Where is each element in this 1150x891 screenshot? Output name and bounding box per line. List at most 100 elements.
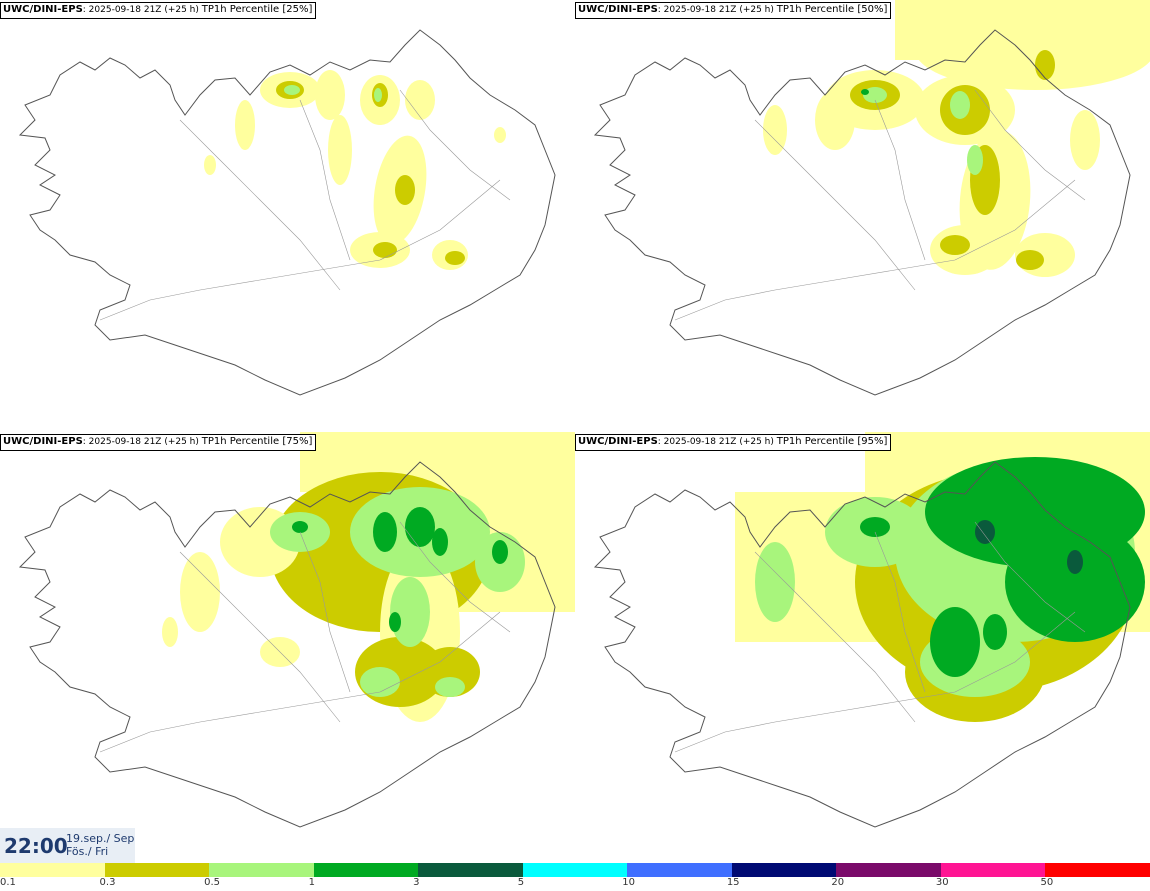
precip-blob: [763, 105, 787, 155]
precip-blob: [930, 607, 980, 677]
road-line: [874, 99, 926, 261]
precip-blob: [284, 85, 300, 95]
colorbar-tick-label: 3: [413, 877, 420, 888]
model-name: UWC/DINI-EPS: [578, 4, 658, 15]
run-info: 2025-09-18 21Z (+25 h): [88, 437, 199, 447]
colorbar-segment: [104, 863, 210, 877]
precip-blob: [390, 577, 430, 647]
precip-blob: [420, 647, 480, 697]
precip-blob: [445, 251, 465, 265]
valid-time: 22:00: [4, 834, 68, 858]
colorbar-segment: [940, 863, 1046, 877]
road-line: [299, 99, 351, 261]
precip-blob: [1016, 250, 1044, 270]
road-line: [179, 119, 341, 291]
precip-blob: [983, 614, 1007, 650]
precip-blob: [328, 115, 352, 185]
precip-blob: [405, 507, 435, 547]
colorbar-segment: [209, 863, 314, 877]
road-line: [674, 611, 1076, 753]
model-name: UWC/DINI-EPS: [3, 436, 83, 447]
precip-blob: [395, 175, 415, 205]
precip-blob: [373, 512, 397, 552]
colorbar-tick-label: 20: [831, 877, 845, 888]
map-panel-50: UWC/DINI-EPS: 2025-09-18 21Z (+25 h) TP1…: [575, 0, 1150, 430]
colorbar-tick-label: 50: [1040, 877, 1054, 888]
map-panel-75: UWC/DINI-EPS: 2025-09-18 21Z (+25 h) TP1…: [0, 432, 575, 862]
precip-blob: [860, 517, 890, 537]
colorbar-segment: [418, 863, 523, 877]
precipitation-map: [593, 0, 1150, 396]
precip-blob: [374, 88, 382, 102]
coastline: [593, 29, 1131, 396]
precip-blob: [1035, 50, 1055, 80]
model-name: UWC/DINI-EPS: [578, 436, 658, 447]
precip-blob: [755, 542, 795, 622]
precip-blob: [494, 127, 506, 143]
precip-blob: [1070, 110, 1100, 170]
colorbar-segment: [731, 863, 837, 877]
run-info: 2025-09-18 21Z (+25 h): [663, 5, 774, 15]
road-line: [754, 119, 916, 291]
precip-blob: [389, 612, 401, 632]
colorbar-tick-label: 0.1: [0, 877, 16, 888]
precip-blob: [373, 242, 397, 258]
valid-date: 19.sep./ Sep Fös./ Fri: [66, 832, 134, 858]
precip-blob: [950, 91, 970, 119]
precip-blob: [204, 155, 216, 175]
precip-blob: [235, 100, 255, 150]
precip-blob: [162, 617, 178, 647]
coastline: [18, 461, 556, 828]
colorbar-segment: [1045, 863, 1150, 877]
precipitation-map: [18, 29, 556, 396]
precip-blob: [492, 540, 508, 564]
precip-blob: [432, 528, 448, 556]
field-name: TP1h Percentile [50%]: [776, 4, 888, 15]
coastline: [593, 461, 1131, 828]
road-line: [974, 89, 1086, 201]
road-line: [874, 531, 926, 693]
panel-title: UWC/DINI-EPS: 2025-09-18 21Z (+25 h) TP1…: [0, 2, 317, 19]
date-line-1: 19.sep./ Sep: [66, 832, 135, 845]
colorbar-tick-label: 1: [308, 877, 315, 888]
colorbar-segment: [0, 863, 105, 877]
precip-blob: [863, 87, 887, 103]
panel-title: UWC/DINI-EPS: 2025-09-18 21Z (+25 h) TP1…: [575, 2, 892, 19]
precip-blob: [861, 89, 869, 95]
precip-blob: [435, 677, 465, 697]
colorbar: [0, 863, 1150, 877]
precip-blob: [315, 70, 345, 120]
road-line: [399, 89, 511, 201]
colorbar-tick-label: 10: [622, 877, 635, 888]
colorbar-tick-label: 15: [726, 877, 740, 888]
road-line: [179, 551, 341, 723]
precip-blob: [815, 90, 855, 150]
colorbar-segment: [627, 863, 732, 877]
precipitation-map: [593, 432, 1150, 828]
field-name: TP1h Percentile [75%]: [201, 436, 313, 447]
colorbar-segment: [522, 863, 628, 877]
road-line: [99, 611, 501, 753]
precip-blob: [292, 521, 308, 533]
colorbar-tick-label: 0.5: [204, 877, 220, 888]
road-line: [99, 179, 501, 321]
colorbar-labels: 0.1 0.3 0.5 1 3 5 10 15 20 30 50: [0, 877, 1150, 891]
precip-blob: [405, 80, 435, 120]
road-line: [399, 521, 511, 633]
field-name: TP1h Percentile [25%]: [201, 4, 313, 15]
valid-time-box: 22:00 19.sep./ Sep Fös./ Fri: [0, 828, 135, 863]
precip-blob: [1067, 550, 1083, 574]
precip-blob: [975, 520, 995, 544]
model-name: UWC/DINI-EPS: [3, 4, 83, 15]
road-line: [299, 531, 351, 693]
run-info: 2025-09-18 21Z (+25 h): [88, 5, 199, 15]
road-line: [974, 521, 1086, 633]
panel-title: UWC/DINI-EPS: 2025-09-18 21Z (+25 h) TP1…: [0, 434, 317, 451]
precip-blob: [360, 667, 400, 697]
precip-blob: [915, 10, 1150, 90]
road-line: [674, 179, 1076, 321]
panel-title: UWC/DINI-EPS: 2025-09-18 21Z (+25 h) TP1…: [575, 434, 892, 451]
road-line: [754, 551, 916, 723]
coastline: [18, 29, 556, 396]
precip-blob: [180, 552, 220, 632]
